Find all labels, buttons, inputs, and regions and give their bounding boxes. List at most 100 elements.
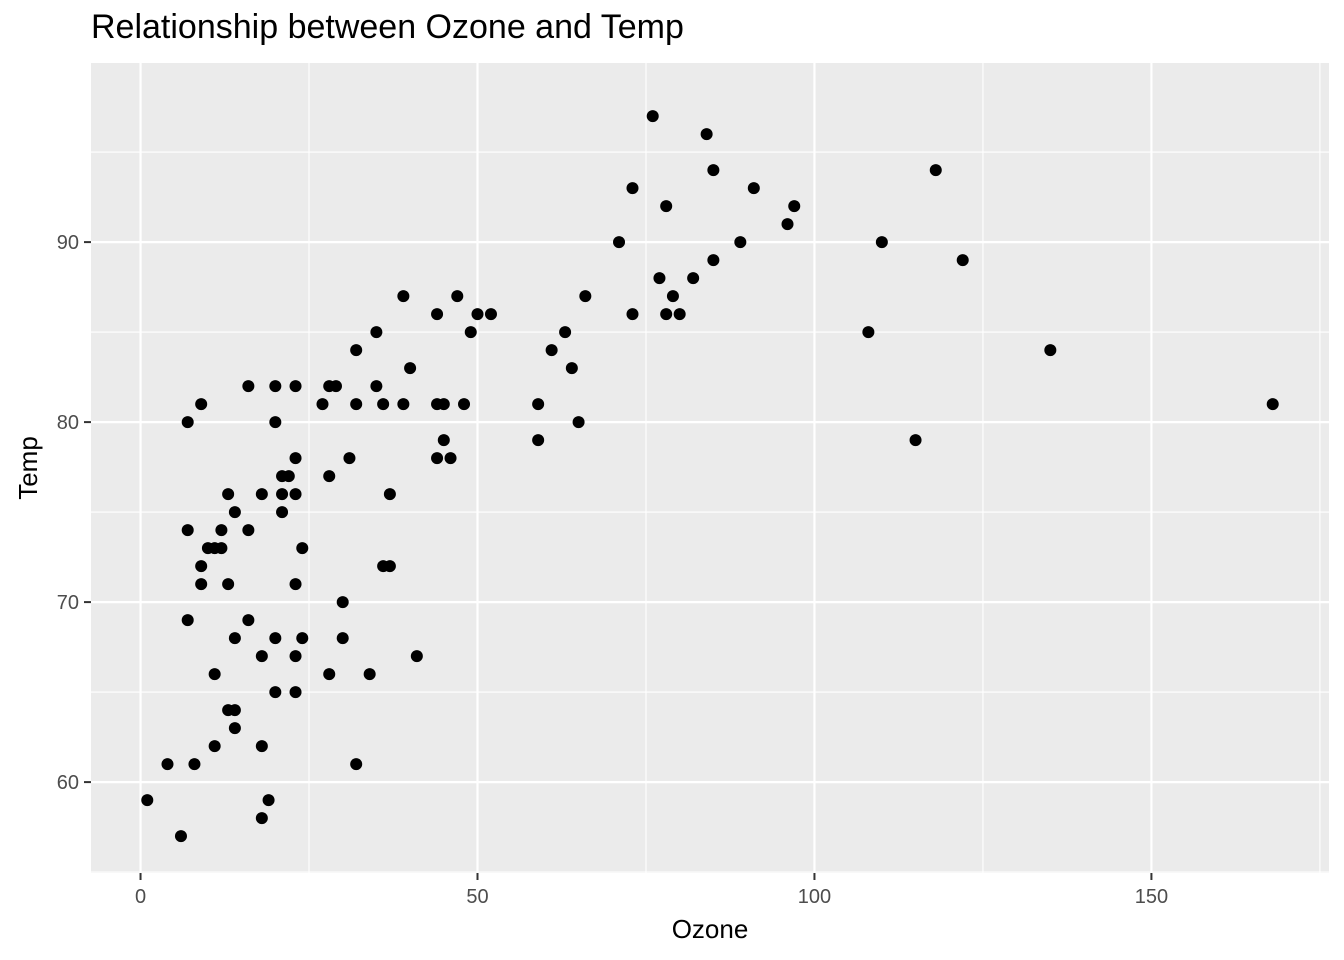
data-point xyxy=(660,308,673,321)
data-point xyxy=(383,488,396,501)
y-axis: 60 70 80 90 xyxy=(57,232,91,794)
data-point xyxy=(343,452,356,465)
data-point xyxy=(781,218,794,231)
data-point xyxy=(559,326,572,339)
data-point xyxy=(181,614,194,627)
data-point xyxy=(929,164,942,177)
data-point xyxy=(613,236,626,249)
data-point xyxy=(350,398,363,411)
data-point xyxy=(289,578,302,591)
data-point xyxy=(255,650,268,663)
data-point xyxy=(532,434,545,447)
data-point xyxy=(471,308,484,321)
data-point xyxy=(788,200,801,213)
data-point xyxy=(404,362,417,375)
data-point xyxy=(215,524,228,537)
data-point xyxy=(350,344,363,357)
data-point xyxy=(572,416,585,429)
x-tick-label: 100 xyxy=(798,886,831,908)
data-point xyxy=(579,290,592,303)
data-point xyxy=(269,686,282,699)
data-point xyxy=(336,596,349,609)
x-tick-label: 50 xyxy=(466,886,488,908)
data-point xyxy=(228,704,241,717)
data-point xyxy=(174,830,187,843)
data-point xyxy=(195,560,208,573)
data-point xyxy=(269,380,282,393)
data-point xyxy=(734,236,747,249)
data-point xyxy=(707,164,720,177)
data-point xyxy=(383,560,396,573)
y-tick-label: 80 xyxy=(57,412,79,434)
data-point xyxy=(437,398,450,411)
data-point xyxy=(626,182,639,195)
data-point xyxy=(276,488,289,501)
data-point xyxy=(565,362,578,375)
data-point xyxy=(276,506,289,519)
data-point xyxy=(255,488,268,501)
plot-panel xyxy=(91,63,1329,873)
data-point xyxy=(700,128,713,141)
data-point xyxy=(282,470,295,483)
data-point xyxy=(195,578,208,591)
data-point xyxy=(377,398,390,411)
data-points xyxy=(141,110,1279,843)
data-point xyxy=(484,308,497,321)
data-point xyxy=(370,326,383,339)
data-point xyxy=(208,740,221,753)
data-point xyxy=(296,542,309,555)
data-point xyxy=(188,758,201,771)
data-point xyxy=(431,308,444,321)
data-point xyxy=(181,524,194,537)
major-gridlines xyxy=(91,63,1329,873)
data-point xyxy=(255,812,268,825)
x-axis-title: Ozone xyxy=(672,914,749,944)
data-point xyxy=(451,290,464,303)
data-point xyxy=(410,650,423,663)
data-point xyxy=(228,722,241,735)
data-point xyxy=(289,452,302,465)
data-point xyxy=(370,380,383,393)
data-point xyxy=(532,398,545,411)
data-point xyxy=(289,650,302,663)
data-point xyxy=(329,380,342,393)
data-point xyxy=(228,632,241,645)
data-point xyxy=(444,452,457,465)
data-point xyxy=(747,182,760,195)
data-point xyxy=(431,452,444,465)
data-point xyxy=(161,758,174,771)
data-point xyxy=(323,668,336,681)
data-point xyxy=(289,488,302,501)
data-point xyxy=(862,326,875,339)
data-point xyxy=(289,686,302,699)
chart-title: Relationship between Ozone and Temp xyxy=(91,8,684,46)
x-tick-label: 150 xyxy=(1135,886,1168,908)
y-tick-label: 90 xyxy=(57,232,79,254)
data-point xyxy=(673,308,686,321)
data-point xyxy=(1266,398,1279,411)
data-point xyxy=(208,668,221,681)
data-point xyxy=(350,758,363,771)
data-point xyxy=(269,416,282,429)
data-point xyxy=(262,794,275,807)
data-point xyxy=(1044,344,1057,357)
data-point xyxy=(141,794,154,807)
data-point xyxy=(222,488,235,501)
data-point xyxy=(215,542,228,555)
data-point xyxy=(296,632,309,645)
x-axis: 0 50 100 150 xyxy=(135,873,1168,908)
data-point xyxy=(875,236,888,249)
data-point xyxy=(626,308,639,321)
data-point xyxy=(323,470,336,483)
data-point xyxy=(909,434,922,447)
data-point xyxy=(666,290,679,303)
data-point xyxy=(363,668,376,681)
data-point xyxy=(228,506,241,519)
data-point xyxy=(660,200,673,213)
data-point xyxy=(646,110,659,123)
minor-gridlines xyxy=(91,63,1329,873)
data-point xyxy=(269,632,282,645)
data-point xyxy=(437,434,450,447)
data-point xyxy=(653,272,666,285)
